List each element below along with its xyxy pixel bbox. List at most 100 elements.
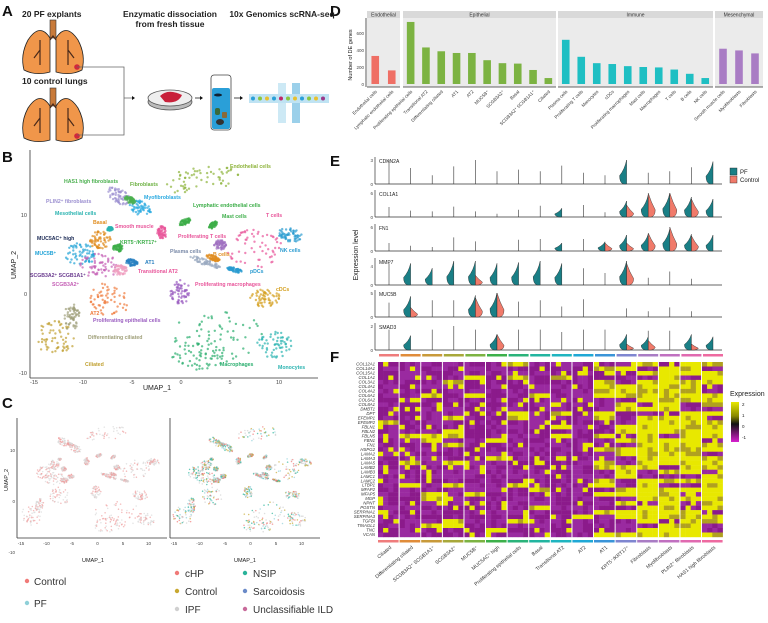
umap-cell-point xyxy=(259,508,261,510)
umap-cell-point xyxy=(133,476,135,479)
umap-cell-point xyxy=(22,508,24,511)
umap-cell-point xyxy=(120,197,123,200)
heatmap-cell xyxy=(404,438,411,443)
umap-cell-point xyxy=(214,478,216,481)
umap-cell-point xyxy=(288,233,291,236)
umap-cell-point xyxy=(117,188,121,191)
heatmap-cell xyxy=(409,371,416,376)
umap-cell-point xyxy=(195,357,198,360)
umap-cell-point xyxy=(94,273,98,276)
umap-cell-point xyxy=(178,354,181,357)
umap-cell-point xyxy=(137,462,139,464)
heatmap-cell xyxy=(378,469,384,475)
umap-cell-point xyxy=(144,491,146,494)
violin-pf xyxy=(489,263,498,286)
umap-cell-point xyxy=(112,430,115,433)
umap-cell-point xyxy=(248,455,251,458)
umap-cell-point xyxy=(294,495,296,497)
bar-category-label: T cells xyxy=(664,89,677,102)
umap-cell-point xyxy=(262,525,264,527)
heatmap-cell xyxy=(436,406,442,412)
umap-cell-point xyxy=(30,507,32,510)
umap-cell-point xyxy=(289,517,292,520)
umap-cell-point xyxy=(81,255,84,258)
umap-cell-point xyxy=(210,315,213,318)
b-x-tick-label: 5 xyxy=(228,380,231,386)
umap-cell-point xyxy=(101,515,103,517)
umap-cell-point xyxy=(121,268,124,272)
heatmap-cell xyxy=(421,424,427,430)
b-y-tick-label: 10 xyxy=(21,213,27,219)
umap-cell-point xyxy=(109,472,111,474)
heatmap-cell xyxy=(388,528,394,533)
umap-cell-point xyxy=(146,206,149,209)
umap-cell-point xyxy=(117,432,119,434)
violin-pf xyxy=(640,336,649,351)
umap-cell-point xyxy=(220,242,223,245)
umap-cell-point xyxy=(264,525,267,528)
umap-cell-point xyxy=(244,238,247,241)
heatmap-cell xyxy=(426,371,432,376)
umap-cell-point xyxy=(217,247,220,250)
umap-cell-point xyxy=(62,342,66,345)
umap-cell-point xyxy=(263,472,266,474)
umap-cell-point xyxy=(134,459,136,462)
umap-cell-point xyxy=(122,426,124,429)
umap-cell-point xyxy=(261,344,264,348)
umap-cell-point xyxy=(116,305,119,308)
umap-cell-point xyxy=(215,490,218,493)
violin-control xyxy=(496,334,505,351)
umap-cell-point xyxy=(67,307,70,310)
umap-cell-point xyxy=(67,476,69,478)
umap-cell-point xyxy=(293,476,296,479)
heatmap-cell xyxy=(383,393,389,399)
heatmap-cell xyxy=(393,519,399,524)
heatmap-cell xyxy=(436,393,442,399)
heatmap-cell xyxy=(378,379,384,385)
umap-cell-point xyxy=(72,249,75,252)
umap-cell-point xyxy=(237,250,241,253)
umap-cell-point xyxy=(133,462,136,464)
umap-cell-point xyxy=(113,504,116,506)
umap-cell-point xyxy=(113,427,115,430)
umap-cell-point xyxy=(229,447,231,449)
heatmap-cell xyxy=(388,362,394,367)
heatmap-cell xyxy=(431,397,437,403)
umap-cell-point xyxy=(182,516,184,518)
umap-cell-point xyxy=(125,197,129,201)
umap-cell-point xyxy=(56,464,59,467)
umap-cell-point xyxy=(81,251,84,254)
heatmap-cell xyxy=(409,510,416,515)
heatmap-cell xyxy=(421,366,427,372)
umap-cell-point xyxy=(195,471,198,474)
umap-cell-point xyxy=(41,504,44,507)
umap-cell-point xyxy=(265,454,268,456)
heatmap-cell xyxy=(399,429,405,434)
umap-cell-point xyxy=(61,444,63,446)
umap-cell-point xyxy=(300,520,302,522)
heatmap-cell xyxy=(383,375,389,381)
heatmap-cell xyxy=(436,402,442,408)
umap-cell-point xyxy=(98,489,101,492)
heatmap-cell xyxy=(431,362,437,367)
heatmap-cell xyxy=(415,384,421,390)
heatmap-cell xyxy=(393,375,399,381)
umap-cell-point xyxy=(292,462,295,465)
umap-cell-point xyxy=(72,337,75,340)
violin-control xyxy=(626,343,634,351)
heatmap-cell xyxy=(409,501,416,506)
cluster-color-bar xyxy=(399,540,421,543)
umap-cell-point xyxy=(191,501,194,504)
umap-cell-point xyxy=(288,473,291,475)
umap-cell-point xyxy=(127,201,130,204)
heatmap-cell xyxy=(409,456,416,461)
umap-cell-point xyxy=(195,176,198,179)
umap-cell-point xyxy=(263,428,266,430)
umap-cell-point xyxy=(128,203,132,207)
umap-cell-point xyxy=(225,443,227,445)
umap-cell-point xyxy=(209,480,212,483)
umap-cell-point xyxy=(131,200,134,203)
heatmap-cell xyxy=(399,371,405,376)
umap-cell-point xyxy=(185,516,188,519)
violin-pf xyxy=(619,260,627,286)
